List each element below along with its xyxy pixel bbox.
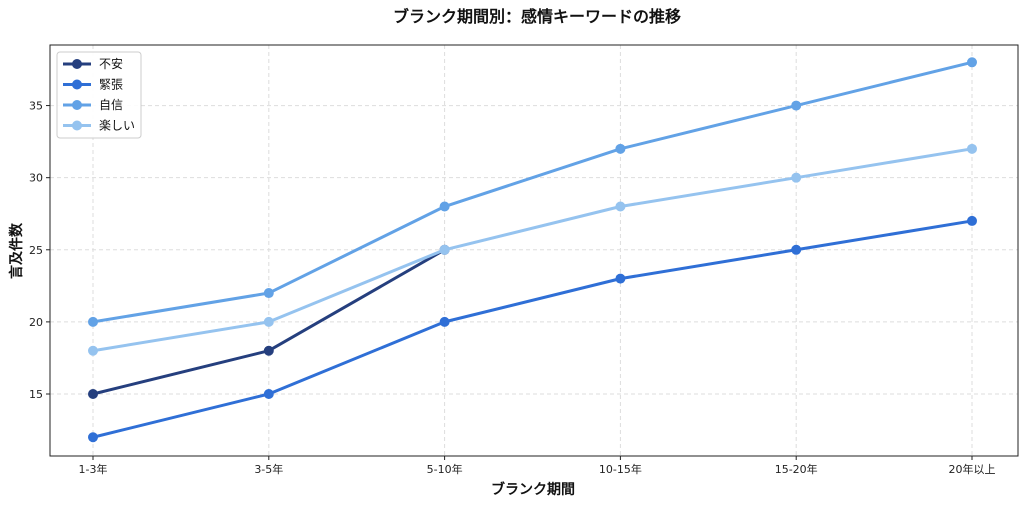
x-tick-label: 3-5年 xyxy=(254,462,283,476)
series-2 xyxy=(88,215,977,443)
legend-item: 楽しい xyxy=(63,119,135,133)
series-line xyxy=(92,219,973,439)
y-tick-label: 30 xyxy=(29,172,43,185)
data-point xyxy=(88,345,98,356)
legend-swatch-marker xyxy=(72,120,82,131)
data-point xyxy=(967,215,977,226)
data-point xyxy=(88,316,98,327)
data-point xyxy=(263,316,274,327)
data-point xyxy=(791,172,802,183)
data-point xyxy=(615,201,626,212)
legend-swatch-marker xyxy=(72,79,82,90)
legend-label: 不安 xyxy=(99,56,123,71)
legend-item: 不安 xyxy=(63,56,123,71)
legend-swatch-marker xyxy=(72,59,82,69)
series-4 xyxy=(88,143,977,356)
series-3 xyxy=(88,57,977,327)
y-tick-label: 25 xyxy=(29,244,43,257)
x-tick-label: 15-20年 xyxy=(775,462,818,476)
legend-label: 緊張 xyxy=(99,78,123,92)
x-axis-title: ブランク期間 xyxy=(491,481,575,498)
legend-item: 緊張 xyxy=(63,78,123,92)
legend-label: 楽しい xyxy=(99,119,135,133)
data-point xyxy=(791,100,802,111)
data-point xyxy=(439,244,450,255)
grid xyxy=(50,45,1018,456)
legend-item: 自信 xyxy=(63,98,123,112)
data-point xyxy=(263,345,274,356)
data-point xyxy=(439,316,450,327)
data-point xyxy=(967,57,977,68)
legend-box xyxy=(56,51,142,139)
data-point xyxy=(439,201,450,212)
x-tick-label: 10-15年 xyxy=(599,462,642,476)
data-point xyxy=(791,244,802,255)
series-group xyxy=(88,57,977,443)
y-tick-label: 15 xyxy=(29,388,43,401)
data-point xyxy=(88,388,98,399)
data-point xyxy=(615,143,626,154)
plot-area xyxy=(49,44,1019,457)
x-tick-label: 20年以上 xyxy=(949,462,996,476)
series-line xyxy=(92,147,973,353)
y-tick-label: 35 xyxy=(29,100,43,113)
legend-swatch-marker xyxy=(72,100,82,110)
legend-label: 自信 xyxy=(99,98,123,112)
x-tick-label: 5-10年 xyxy=(427,462,463,476)
chart-title: ブランク期間別：感情キーワードの推移 xyxy=(393,7,681,26)
x-tick-label: 1-3年 xyxy=(79,462,108,476)
series-line xyxy=(92,60,973,324)
data-point xyxy=(615,273,626,284)
axis-ticks: 1-3年 3-5年 5-10年 10-15年 15-20年 20年以上 15 20 25 30 35 xyxy=(29,100,996,476)
y-axis-title: 言及件数 xyxy=(8,222,25,279)
data-point xyxy=(967,143,977,154)
data-point xyxy=(263,288,274,299)
data-point xyxy=(263,388,274,399)
data-point xyxy=(88,432,98,443)
y-tick-label: 20 xyxy=(29,316,43,329)
